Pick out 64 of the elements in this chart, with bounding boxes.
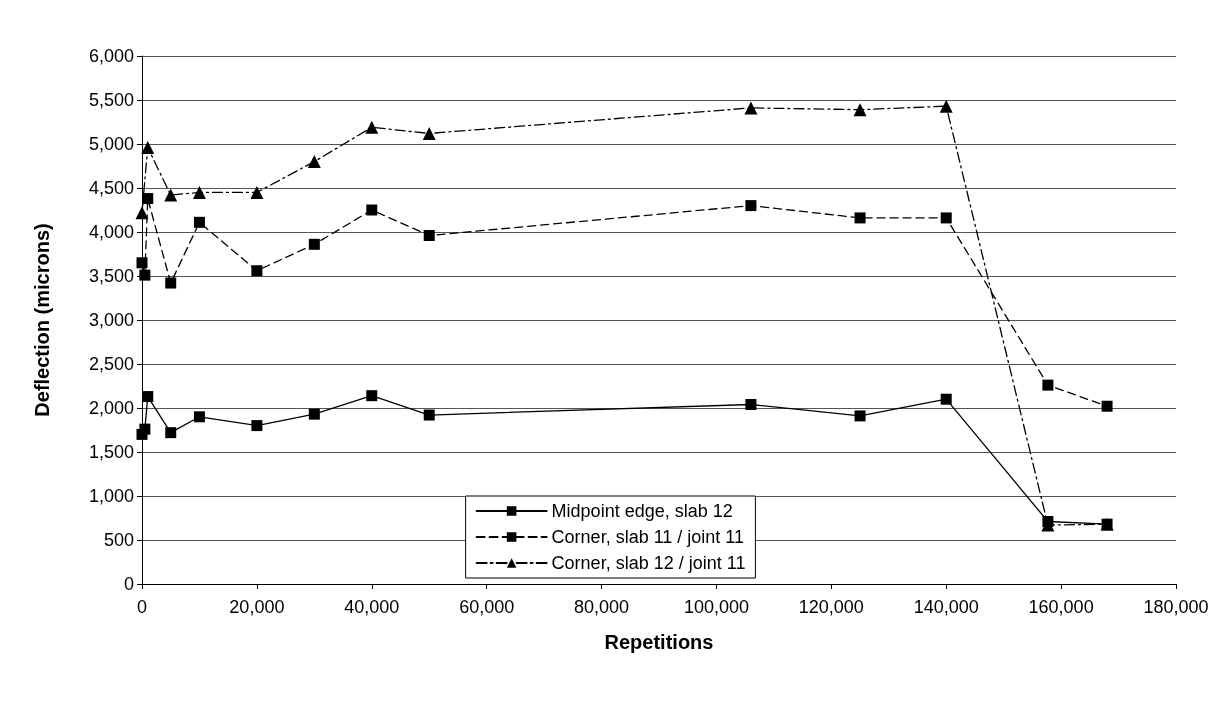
point: [422, 126, 436, 140]
point: [745, 398, 757, 410]
point: [251, 265, 263, 277]
point: [940, 212, 952, 224]
y-tick-label: 0: [123, 574, 134, 594]
x-tick-label: 40,000: [344, 597, 400, 617]
point: [193, 411, 205, 423]
x-axis-title: Repetitions: [604, 631, 714, 653]
x-tick-label: 160,000: [1028, 597, 1094, 617]
x-tick-label: 100,000: [683, 597, 749, 617]
point: [1042, 379, 1054, 391]
x-tick-label: 20,000: [229, 597, 285, 617]
point: [251, 420, 263, 432]
point: [423, 230, 435, 242]
y-tick-label: 3,000: [88, 310, 134, 330]
x-tick-label: 140,000: [913, 597, 979, 617]
point: [940, 393, 952, 405]
point: [365, 120, 379, 134]
y-tick-label: 1,000: [88, 486, 134, 506]
point: [193, 216, 205, 228]
y-tick-label: 6,000: [88, 46, 134, 66]
point: [308, 408, 320, 420]
y-tick-label: 5,500: [88, 90, 134, 110]
point: [250, 185, 264, 199]
x-tick-label: 180,000: [1143, 597, 1209, 617]
y-tick-label: 4,000: [88, 222, 134, 242]
x-tick-label: 80,000: [574, 597, 630, 617]
point: [139, 423, 151, 435]
point: [308, 238, 320, 250]
point: [307, 155, 321, 169]
point: [1101, 400, 1113, 412]
point: [366, 390, 378, 402]
point: [142, 391, 154, 403]
y-tick-label: 2,000: [88, 398, 134, 418]
point: [141, 141, 155, 155]
point: [135, 206, 149, 220]
point: [142, 193, 154, 205]
y-tick-label: 5,000: [88, 134, 134, 154]
legend-label: Midpoint edge, slab 12: [551, 501, 733, 521]
y-tick-label: 1,500: [88, 442, 134, 462]
legend-label: Corner, slab 12 / joint 11: [551, 553, 746, 573]
point: [744, 101, 758, 115]
y-tick-label: 4,500: [88, 178, 134, 198]
point: [423, 409, 435, 421]
point: [854, 410, 866, 422]
y-axis-title: Deflection (microns): [31, 223, 53, 417]
legend-label: Corner, slab 11 / joint 11: [551, 527, 745, 547]
point: [939, 99, 953, 113]
point: [853, 103, 867, 117]
point: [192, 185, 206, 199]
x-tick-label: 60,000: [459, 597, 515, 617]
y-tick-label: 500: [103, 530, 134, 550]
point: [745, 200, 757, 212]
point: [165, 427, 177, 439]
y-tick-label: 3,500: [88, 266, 134, 286]
y-tick-label: 2,500: [88, 354, 134, 374]
x-tick-label: 0: [136, 597, 148, 617]
point: [139, 269, 151, 281]
point: [136, 257, 148, 269]
point: [165, 277, 177, 289]
point: [164, 188, 178, 202]
point: [854, 212, 866, 224]
x-tick-label: 120,000: [798, 597, 864, 617]
point: [366, 204, 378, 216]
